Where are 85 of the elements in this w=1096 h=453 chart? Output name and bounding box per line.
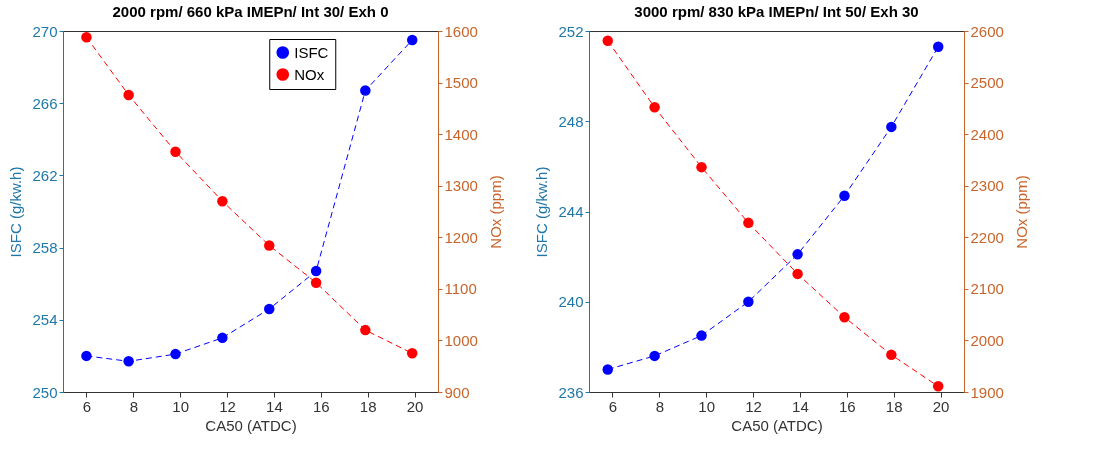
point [932,41,944,53]
y2-tick-label: 1900 [970,383,1004,401]
y2-tick-label: 2000 [970,331,1004,349]
y2-tick-label: 2500 [970,74,1004,92]
chart-title: 2000 rpm/ 660 kPa IMEPn/ Int 30/ Exh 0 [112,3,389,20]
y2-axis-title: NOx (ppm) [1012,175,1030,249]
point [792,268,803,280]
y2-tick-label: 2100 [970,280,1004,298]
x-tick-label: 8 [655,397,664,415]
point [264,240,275,251]
y-tick-label: 262 [32,166,58,184]
point [123,89,134,101]
x-tick-label: 6 [82,397,92,415]
y-tick-label: 254 [32,311,58,329]
y2-tick-label: 1200 [444,228,478,246]
y2-tick-label: 2300 [970,177,1004,195]
y2-axis-title: NOx (ppm) [486,175,504,249]
point [649,102,660,113]
y-tick-label: 252 [558,22,584,40]
chart-title: 3000 rpm/ 830 kPa IMEPn/ Int 50/ Exh 30 [634,3,919,20]
x-tick-label: 18 [359,397,377,415]
legend-label: ISFC [294,43,329,61]
y-tick-label: 236 [558,383,584,401]
x-tick-label: 16 [838,397,856,415]
x-axis-title: CA50 (ATDC) [731,416,823,434]
x-tick-label: 6 [608,397,618,415]
point [170,348,181,360]
y2-tick-label: 1600 [444,22,478,40]
point [602,35,613,47]
y-tick-label: 250 [32,383,58,401]
point [123,356,134,367]
point [649,350,660,362]
x-tick-label: 16 [312,397,330,415]
y-axis-title: ISFC (g/kw.h) [533,166,551,258]
point [932,381,944,392]
y-tick-label: 240 [558,293,584,311]
y2-tick-label: 900 [444,383,470,401]
y-axis-title: ISFC (g/kw.h) [7,166,25,258]
point [310,265,322,277]
y-tick-label: 248 [558,112,584,130]
y2-tick-label: 1100 [444,280,477,298]
point [360,85,371,96]
x-tick-label: 14 [792,397,809,415]
y2-tick-label: 2200 [970,228,1004,246]
point [743,296,754,307]
point [792,249,803,260]
point [696,161,707,173]
point [81,31,92,43]
point [696,330,707,341]
x-tick-label: 20 [406,397,424,415]
point [602,364,613,375]
x-axis-title: CA50 (ATDC) [205,416,297,434]
x-tick-label: 20 [932,397,950,415]
x-tick-label: 10 [172,397,190,415]
y2-tick-label: 2600 [970,22,1004,40]
y-tick-label: 244 [558,203,584,220]
y-tick-label: 270 [32,22,58,40]
y2-tick-label: 1000 [444,331,478,349]
point [217,195,228,207]
y2-tick-label: 1400 [444,125,478,143]
y2-tick-label: 1500 [444,74,478,92]
x-tick-label: 12 [219,397,236,415]
x-tick-label: 18 [885,397,903,415]
point [406,348,418,359]
y2-tick-label: 2400 [970,125,1004,143]
point [839,190,850,201]
y-tick-label: 258 [32,239,58,257]
point [406,34,418,46]
y-tick-label: 266 [32,94,58,112]
legend-label: NOx [294,65,325,83]
x-tick-label: 12 [745,397,762,415]
x-tick-label: 8 [129,397,138,415]
point [360,324,371,336]
point [310,277,322,288]
point [264,303,275,315]
point [170,146,181,157]
point [886,349,897,361]
y2-tick-label: 1300 [444,177,478,195]
x-tick-label: 14 [266,397,283,415]
point [81,350,92,362]
point [886,121,897,133]
point [217,332,228,344]
point [839,311,850,323]
point [743,217,754,229]
x-tick-label: 10 [698,397,716,415]
